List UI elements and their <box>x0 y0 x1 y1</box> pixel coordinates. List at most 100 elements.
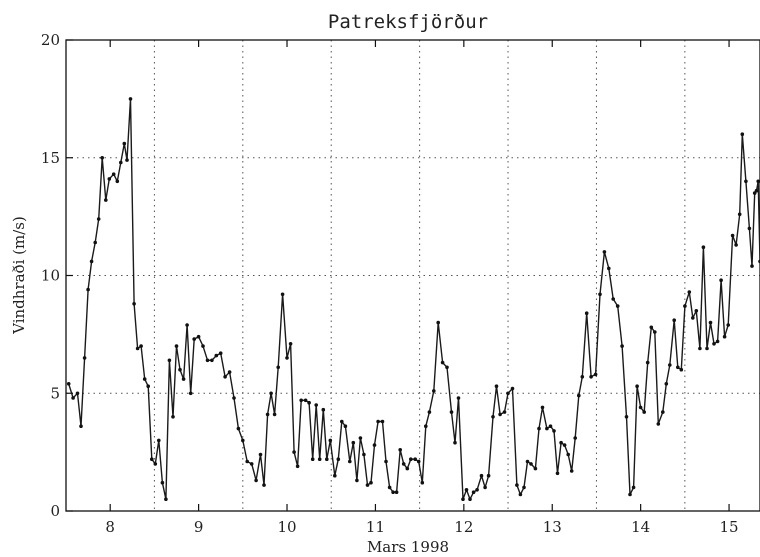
series-line <box>68 98 760 500</box>
data-point <box>577 393 581 398</box>
data-point <box>351 440 356 445</box>
data-point <box>449 410 454 414</box>
data-point <box>540 405 545 410</box>
data-point <box>241 438 245 443</box>
data-point <box>365 483 370 487</box>
data-point <box>593 372 598 377</box>
data-point <box>461 497 465 502</box>
data-point <box>150 457 154 462</box>
data-point <box>343 424 348 429</box>
data-point <box>125 158 129 162</box>
data-point <box>86 287 90 292</box>
data-point <box>93 240 97 245</box>
data-point <box>157 438 161 443</box>
data-point <box>262 483 266 487</box>
data-point <box>653 330 657 334</box>
data-point <box>299 398 304 403</box>
grid-lines <box>66 40 760 511</box>
data-point <box>119 160 123 165</box>
x-tick-label: 15 <box>720 518 739 536</box>
data-point <box>115 179 120 184</box>
data-point <box>265 412 270 417</box>
data-point <box>679 367 684 372</box>
data-point <box>427 410 432 414</box>
data-point <box>491 415 495 419</box>
data-point <box>445 365 449 370</box>
data-point <box>737 212 742 217</box>
data-point <box>518 492 523 497</box>
data-point <box>719 278 723 283</box>
y-tick-label: 10 <box>41 267 60 285</box>
data-point <box>146 384 150 389</box>
data-point <box>362 452 366 457</box>
data-point <box>615 304 620 308</box>
data-point <box>317 457 322 462</box>
data-point <box>391 490 395 495</box>
data-point <box>479 473 484 478</box>
data-point <box>413 457 418 462</box>
data-point <box>589 375 593 379</box>
y-tick-label: 15 <box>41 149 60 167</box>
data-point <box>475 488 479 492</box>
data-point <box>506 391 510 396</box>
x-axis-tick-labels: 8 9 10 11 12 13 14 15 <box>105 518 738 536</box>
axis-ticks <box>66 39 730 512</box>
data-point <box>555 471 560 476</box>
data-point <box>292 450 296 454</box>
data-point <box>562 443 567 447</box>
data-point <box>691 316 695 320</box>
data-point <box>440 360 445 365</box>
data-point <box>171 415 175 419</box>
data-point <box>409 457 413 462</box>
data-point <box>372 443 377 447</box>
data-point <box>552 429 556 433</box>
data-point <box>607 266 611 271</box>
data-point <box>672 318 676 323</box>
data-point <box>139 344 143 348</box>
data-point <box>486 473 491 478</box>
data-point <box>348 459 352 464</box>
data-point <box>325 457 329 462</box>
x-tick-label: 13 <box>543 518 562 536</box>
data-point <box>494 384 499 389</box>
data-point <box>734 243 738 247</box>
data-point <box>160 480 165 485</box>
data-point <box>288 342 293 346</box>
y-axis-label: Vindhraði (m/s) <box>10 216 28 335</box>
data-point <box>683 304 687 308</box>
data-point <box>598 292 602 297</box>
y-axis-tick-labels: 0 5 10 15 20 <box>41 31 60 520</box>
data-point <box>254 478 258 483</box>
data-point <box>285 356 289 360</box>
data-point <box>142 377 147 381</box>
data-point <box>303 398 308 403</box>
data-point <box>223 375 227 379</box>
data-point <box>188 391 193 396</box>
data-point <box>276 365 281 370</box>
data-point <box>167 358 172 363</box>
y-tick-label: 5 <box>50 384 60 402</box>
data-point <box>620 344 624 348</box>
data-point <box>66 382 71 386</box>
data-point <box>529 462 533 466</box>
data-point <box>747 226 752 231</box>
data-point <box>89 259 94 264</box>
data-point <box>698 346 702 351</box>
data-point <box>201 344 205 348</box>
data-point <box>314 403 319 407</box>
data-point <box>307 400 311 405</box>
data-point <box>744 179 748 184</box>
data-point <box>111 172 116 176</box>
data-point <box>416 459 421 464</box>
x-tick-label: 11 <box>366 518 385 536</box>
data-point <box>135 346 140 351</box>
data-point <box>178 367 182 372</box>
x-axis-label: Mars 1998 <box>367 538 449 556</box>
data-point <box>128 97 133 101</box>
series-wind-speed <box>66 97 760 502</box>
data-point <box>661 410 665 414</box>
data-point <box>122 141 127 146</box>
data-point <box>174 344 179 348</box>
data-point <box>336 457 341 462</box>
